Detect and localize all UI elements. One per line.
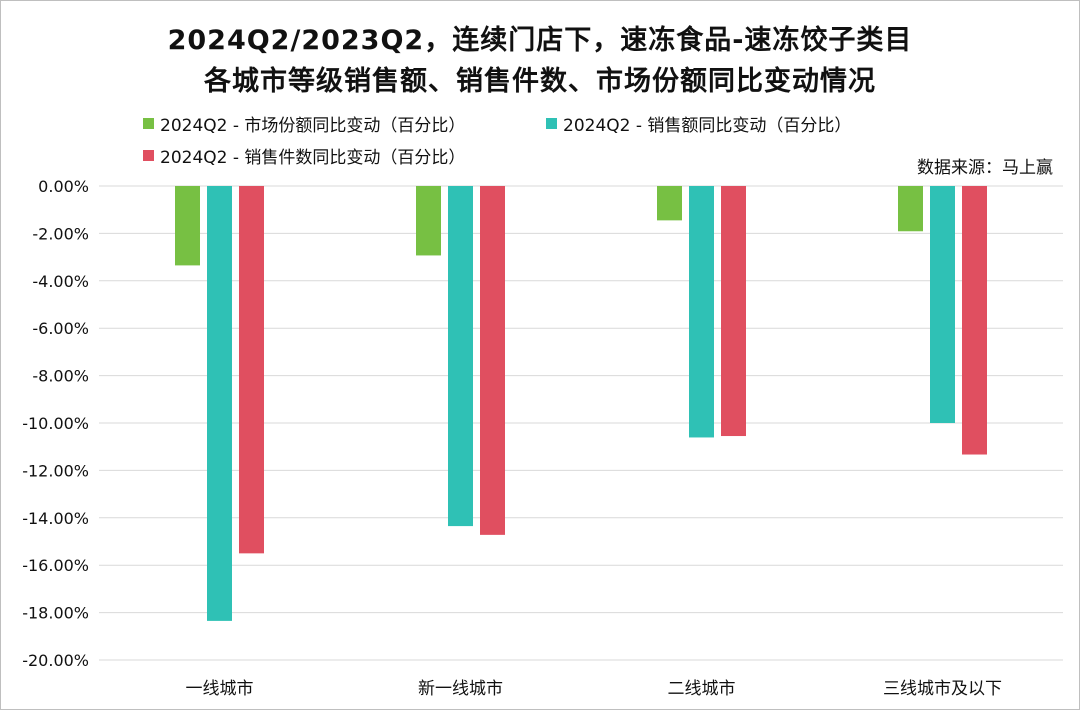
data-source-note: 数据来源：马上赢	[917, 158, 1053, 178]
y-tick-label: -14.00%	[22, 509, 89, 528]
legend-item-sales-units: 2024Q2 - 销售件数同比变动（百分比）	[143, 143, 465, 168]
y-tick-label: -2.00%	[32, 224, 89, 243]
bar	[962, 186, 987, 455]
bar	[207, 186, 232, 621]
x-category-label: 一线城市	[186, 679, 254, 699]
x-category-label: 二线城市	[668, 679, 736, 699]
legend-label-market-share: 2024Q2 - 市场份额同比变动（百分比）	[160, 116, 466, 136]
y-tick-label: -6.00%	[32, 319, 89, 338]
y-tick-label: -16.00%	[22, 556, 89, 575]
y-tick-label: -20.00%	[22, 651, 89, 670]
bar	[930, 186, 955, 423]
bar	[480, 186, 505, 535]
y-tick-label: -4.00%	[32, 272, 89, 291]
legend-label-sales-amount: 2024Q2 - 销售额同比变动（百分比）	[563, 116, 852, 136]
chart-title-line1: 2024Q2/2023Q2，连续门店下，速冻食品-速冻饺子类目	[167, 25, 913, 56]
legend-label-sales-units: 2024Q2 - 销售件数同比变动（百分比）	[160, 148, 466, 168]
legend-swatch-sales-amount	[546, 118, 557, 129]
bar	[689, 186, 714, 438]
bar	[175, 186, 200, 266]
chart-title-line2: 各城市等级销售额、销售件数、市场份额同比变动情况	[204, 66, 876, 97]
bar	[898, 186, 923, 232]
bar	[448, 186, 473, 527]
bar	[416, 186, 441, 256]
y-tick-label: -8.00%	[32, 367, 89, 386]
bar	[721, 186, 746, 437]
bar	[239, 186, 264, 554]
bar	[657, 186, 682, 221]
y-tick-label: -18.00%	[22, 604, 89, 623]
x-category-label: 三线城市及以下	[883, 679, 1002, 699]
y-tick-label: 0.00%	[38, 177, 89, 196]
y-tick-label: -12.00%	[22, 461, 89, 480]
legend-item-market-share: 2024Q2 - 市场份额同比变动（百分比）	[143, 111, 465, 136]
legend-swatch-sales-units	[143, 150, 154, 161]
y-tick-label: -10.00%	[22, 414, 89, 433]
x-category-label: 新一线城市	[418, 679, 503, 699]
legend-swatch-market-share	[143, 118, 154, 129]
legend-item-sales-amount: 2024Q2 - 销售额同比变动（百分比）	[546, 111, 851, 136]
